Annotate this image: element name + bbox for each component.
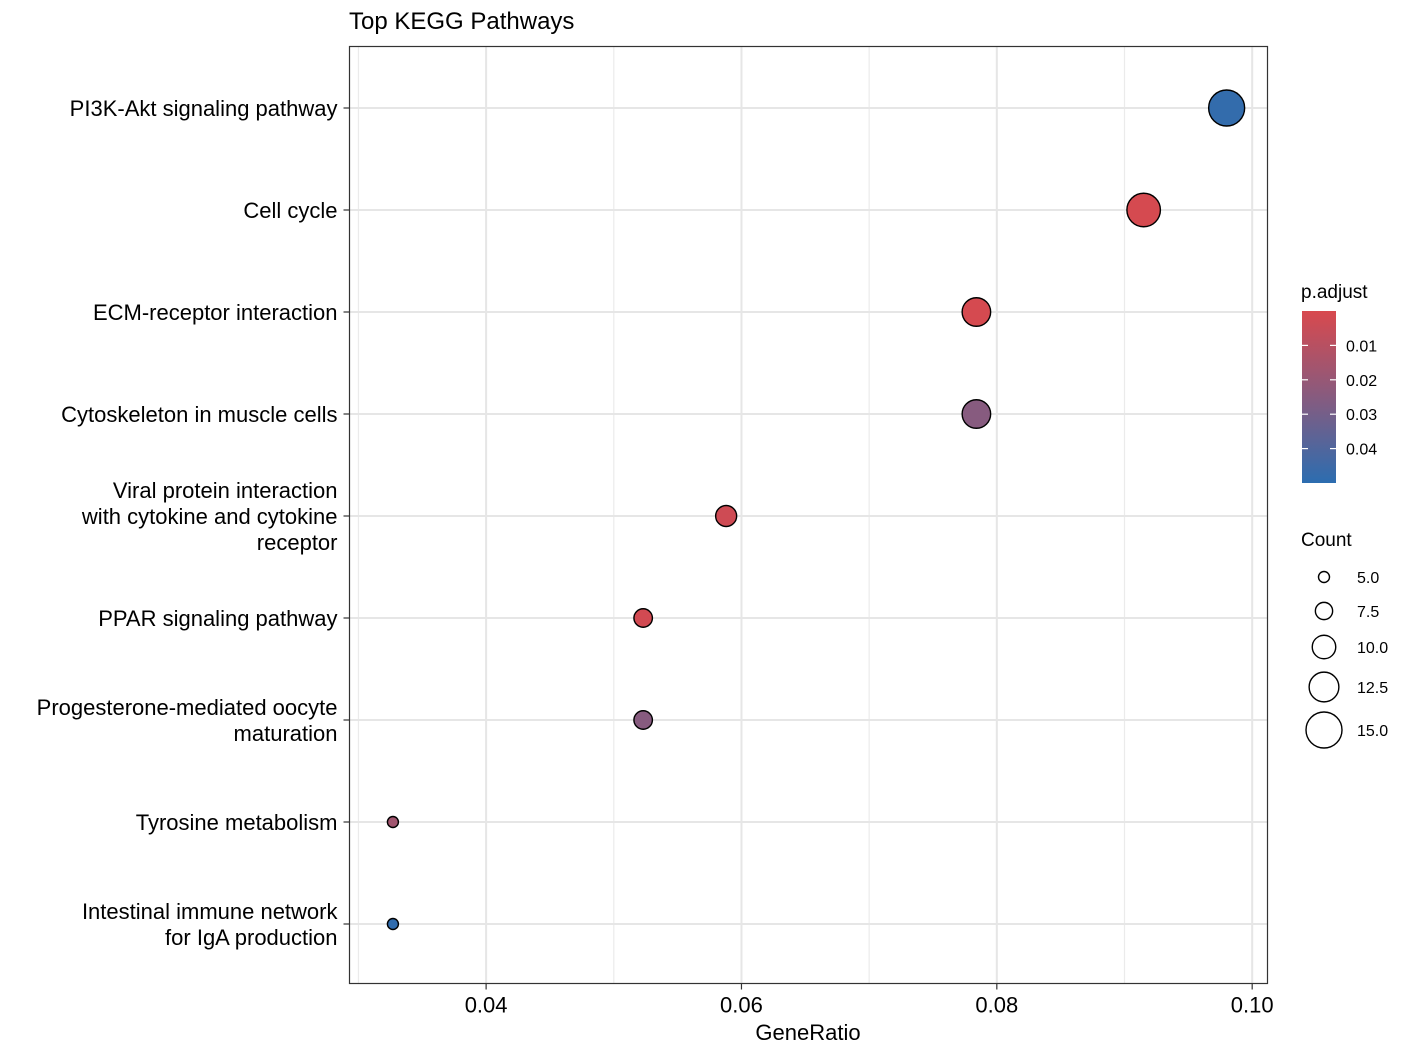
y-tick-label: Viral protein interaction with cytokine a… [81,478,338,555]
p-adjust-colorbar [1302,311,1336,483]
data-points [386,89,1246,931]
y-tick-label: Cytoskeleton in muscle cells [61,402,337,427]
p-adjust-legend: p.adjust 0.01 0.02 0.03 0.04 [1301,282,1377,483]
count-legend-label: 7.5 [1357,604,1379,621]
count-legend-title: Count [1301,530,1352,551]
y-tick-label: Intestinal immune network for IgA product… [82,899,339,950]
p-adjust-legend-title: p.adjust [1301,282,1368,303]
x-tick-label: 0.08 [975,993,1018,1018]
x-tick-label: 0.06 [720,993,763,1018]
count-legend-key [1314,601,1334,621]
x-tick-label: 0.10 [1231,993,1274,1018]
count-legend-label: 10.0 [1357,640,1388,657]
colorbar-label: 0.01 [1346,338,1377,355]
count-legend-key [1311,634,1337,660]
data-point [633,710,654,730]
colorbar-label: 0.03 [1346,407,1377,424]
y-axis: PI3K-Akt signaling pathway Cell cycle ECM-… [37,96,350,950]
data-point [961,297,992,327]
colorbar-label: 0.02 [1346,373,1377,390]
data-point [961,399,992,429]
data-point [1126,192,1162,228]
data-point [633,608,654,628]
count-legend-key [1308,671,1340,703]
count-legend-key [1305,711,1343,749]
chart-title: Top KEGG Pathways [349,8,574,35]
grid-lines [349,46,1268,984]
y-tick-label: Cell cycle [243,198,337,223]
y-tick-label: PPAR signaling pathway [98,606,337,631]
plot-border [348,45,1269,985]
data-point [386,917,400,931]
data-point [386,815,400,829]
y-tick-label: PI3K-Akt signaling pathway [70,96,338,121]
x-axis-title: GeneRatio [755,1020,860,1045]
count-legend-key [1317,570,1331,584]
data-point [1207,89,1246,127]
count-legend: Count 5.0 7.5 10.0 12.5 15.0 [1301,530,1388,749]
colorbar-label: 0.04 [1346,442,1377,459]
data-point [714,504,738,528]
count-legend-label: 12.5 [1357,680,1388,697]
y-tick-label: ECM-receptor interaction [93,300,338,325]
y-tick-label: Progesterone-mediated oocyte maturation [37,695,338,746]
x-axis: 0.04 0.06 0.08 0.10 [465,983,1274,1018]
count-legend-entries: 5.0 7.5 10.0 12.5 15.0 [1305,570,1388,749]
count-legend-label: 15.0 [1357,723,1388,740]
count-legend-label: 5.0 [1357,570,1379,587]
y-tick-label: Tyrosine metabolism [136,810,338,835]
colorbar-ticks: 0.01 0.02 0.03 0.04 [1302,338,1377,459]
x-tick-label: 0.04 [465,993,508,1018]
